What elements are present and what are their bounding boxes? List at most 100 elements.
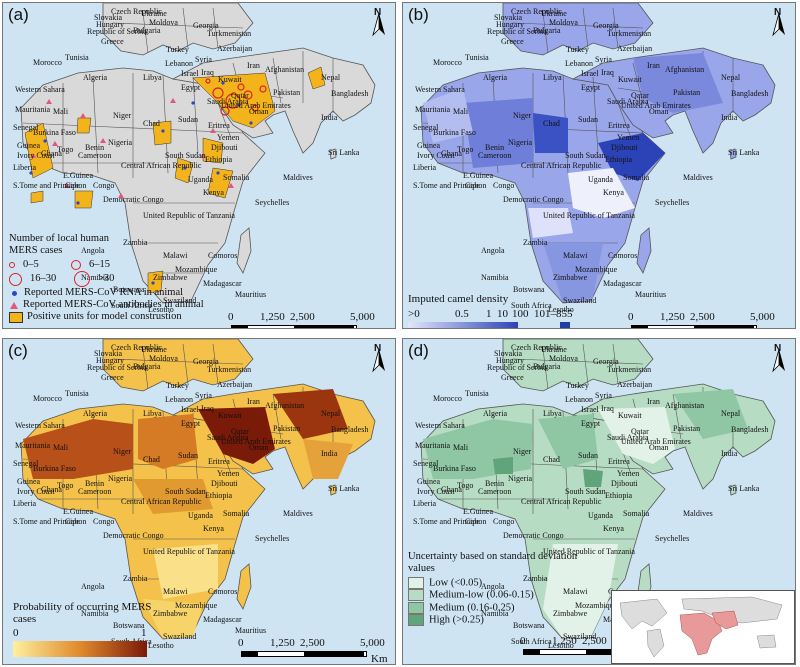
country-label: Maldives (283, 173, 313, 182)
country-label: Sri Lanka (728, 484, 760, 493)
country-label: Hungary (496, 20, 524, 29)
country-label: E.Guinea (463, 507, 493, 516)
country-label: Bulgaria (533, 362, 561, 371)
country-label: India (721, 113, 738, 122)
country-label: Uganda (588, 175, 613, 184)
country-label: Cameroon (78, 151, 112, 160)
country-label: Bulgaria (133, 362, 161, 371)
camel-tick-3: 10 (497, 308, 508, 320)
country-label: Senegal (413, 459, 439, 468)
country-label: United Arab Emirates (221, 437, 291, 446)
country-label: Kenya (603, 188, 624, 197)
country-label: Saudi Arabia (207, 433, 249, 442)
country-label: Burkina Faso (433, 464, 476, 473)
scale-bar-graphic (231, 325, 357, 328)
country-label: Senegal (13, 459, 39, 468)
country-label: Nepal (721, 409, 741, 418)
country-label: Georgia (593, 21, 619, 30)
country-label: Zambia (123, 574, 148, 583)
country-label: S.Tome and Principe (13, 181, 80, 190)
country-label: Mauritius (635, 290, 667, 299)
country-label: Republic of Serbia (87, 363, 147, 372)
camel-density-ramp (408, 322, 518, 328)
country-label: Bulgaria (133, 26, 161, 35)
country-label: Kenya (203, 524, 224, 533)
country-label: Sudan (178, 115, 198, 124)
country-label: Egypt (581, 419, 601, 428)
panel-d-uncertainty: (d) N Czech Republic Slovakia Ukraine Hunga… (402, 338, 796, 665)
country-label: Liberia (413, 499, 437, 508)
panel-b-camel-density: (b) N Czech Republic Slovakia Ukraine Hunga… (402, 2, 796, 329)
country-label: Kuwait (618, 75, 642, 84)
country-label: Madagascar (203, 279, 242, 288)
case-circle-icon (9, 262, 15, 268)
country-label: Democratic Congo (503, 195, 564, 204)
country-label: Angola (81, 246, 105, 255)
legend-b: Imputed camel density >0 0.5 1 10 100 10… (408, 293, 588, 328)
country-label: Algeria (83, 409, 107, 418)
scale-tick: 5,000 (750, 311, 775, 323)
unc-swatch-medlow (408, 589, 424, 602)
country-label: Oman (249, 443, 269, 452)
country-label: Senegal (13, 123, 39, 132)
country-label: Greece (501, 37, 524, 46)
country-label: Slovakia (494, 13, 522, 22)
country-label: Lebanon (165, 59, 193, 68)
panel-b-label: (b) (408, 5, 429, 24)
country-label: Bangladesh (731, 425, 769, 434)
country-label: Madagascar (603, 279, 642, 288)
country-label: Yemen (617, 133, 640, 142)
country-label: Sri Lanka (328, 148, 360, 157)
country-label: Qatar (631, 91, 649, 100)
country-label: Ghana (441, 485, 462, 494)
country-label: Qatar (631, 427, 649, 436)
positive-unit-icon (9, 311, 23, 323)
country-label: Mauritania (15, 105, 51, 114)
country-label: Zimbabwe (553, 273, 588, 282)
country-label: Morocco (433, 394, 462, 403)
scale-bar-graphic (241, 651, 367, 657)
country-label: Turkmenistan (207, 29, 252, 38)
country-label: Mauritania (15, 441, 51, 450)
country-label: Yemen (217, 133, 240, 142)
prob-min: 0 (13, 627, 19, 639)
country-label: Swaziland (163, 296, 197, 305)
scale-tick: 1,250 (260, 311, 285, 323)
country-label: Qatar (231, 427, 249, 436)
country-label: Morocco (33, 58, 62, 67)
country-label: Gabon (465, 517, 487, 526)
country-label: Moldova (549, 18, 578, 27)
camel-density-max-swatch (560, 322, 570, 328)
country-label: Somalia (223, 173, 250, 182)
country-label: Libya (543, 409, 562, 418)
legend-d-title: Uncertainty based on standard deviation … (408, 551, 578, 574)
scale-tick: 2,500 (690, 311, 715, 323)
country-label: Senegal (413, 123, 439, 132)
country-label: E.Guinea (463, 171, 493, 180)
country-label: Saudi Arabia (607, 433, 649, 442)
country-label: India (721, 449, 738, 458)
country-label: Turkey (566, 45, 589, 54)
legend-antibody: Reported MERS-CoV antibodies in animal (23, 299, 204, 310)
country-label: Georgia (593, 357, 619, 366)
country-label: S.Tome and Principe (413, 517, 480, 526)
legend-a: Number of local human MERS cases 0–5 6–1… (9, 233, 204, 323)
map-d (403, 339, 795, 664)
country-label: Uganda (588, 511, 613, 520)
country-label: Syria (595, 55, 612, 64)
country-label: Greece (501, 373, 524, 382)
country-label: Afghanistan (265, 401, 305, 410)
country-label: Cameroon (478, 151, 512, 160)
country-label: Pakistan (273, 88, 301, 97)
country-label: Djibouti (611, 143, 638, 152)
country-label: Republic of Serbia (487, 363, 547, 372)
country-label: Czech Republic (111, 343, 162, 352)
country-label: Republic of Serbia (487, 27, 547, 36)
country-label: Greece (101, 37, 124, 46)
country-label: Lesotho (148, 641, 174, 650)
country-label: Uganda (188, 511, 213, 520)
country-label: Moldova (149, 354, 178, 363)
scale-tick: 0 (228, 311, 234, 323)
probability-patches (23, 389, 353, 639)
country-label: Togo (457, 145, 474, 154)
